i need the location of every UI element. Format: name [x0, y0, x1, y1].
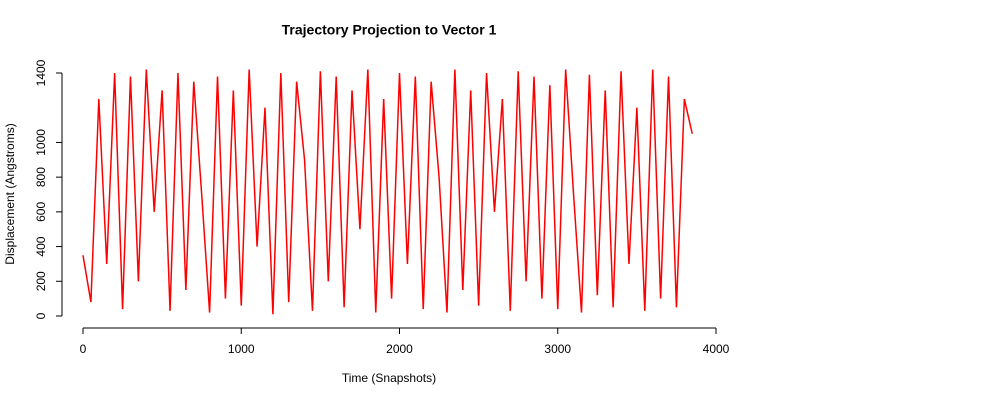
- y-tick-label: 200: [34, 271, 48, 291]
- y-tick-label: 1400: [34, 59, 48, 86]
- y-tick-label: 400: [34, 236, 48, 256]
- y-tick-label: 0: [34, 312, 48, 319]
- y-tick-label: 800: [34, 167, 48, 187]
- y-axis-label: Displacement (Angstroms): [3, 123, 17, 264]
- x-tick-label: 2000: [386, 342, 413, 356]
- x-tick-label: 3000: [544, 342, 571, 356]
- x-axis-label: Time (Snapshots): [342, 371, 436, 385]
- chart-title: Trajectory Projection to Vector 1: [282, 22, 497, 38]
- y-tick-label: 600: [34, 202, 48, 222]
- x-tick-label: 4000: [703, 342, 730, 356]
- x-tick-label: 0: [80, 342, 87, 356]
- y-tick-label: 1000: [34, 129, 48, 156]
- data-line: [82, 69, 693, 315]
- x-tick-label: 1000: [228, 342, 255, 356]
